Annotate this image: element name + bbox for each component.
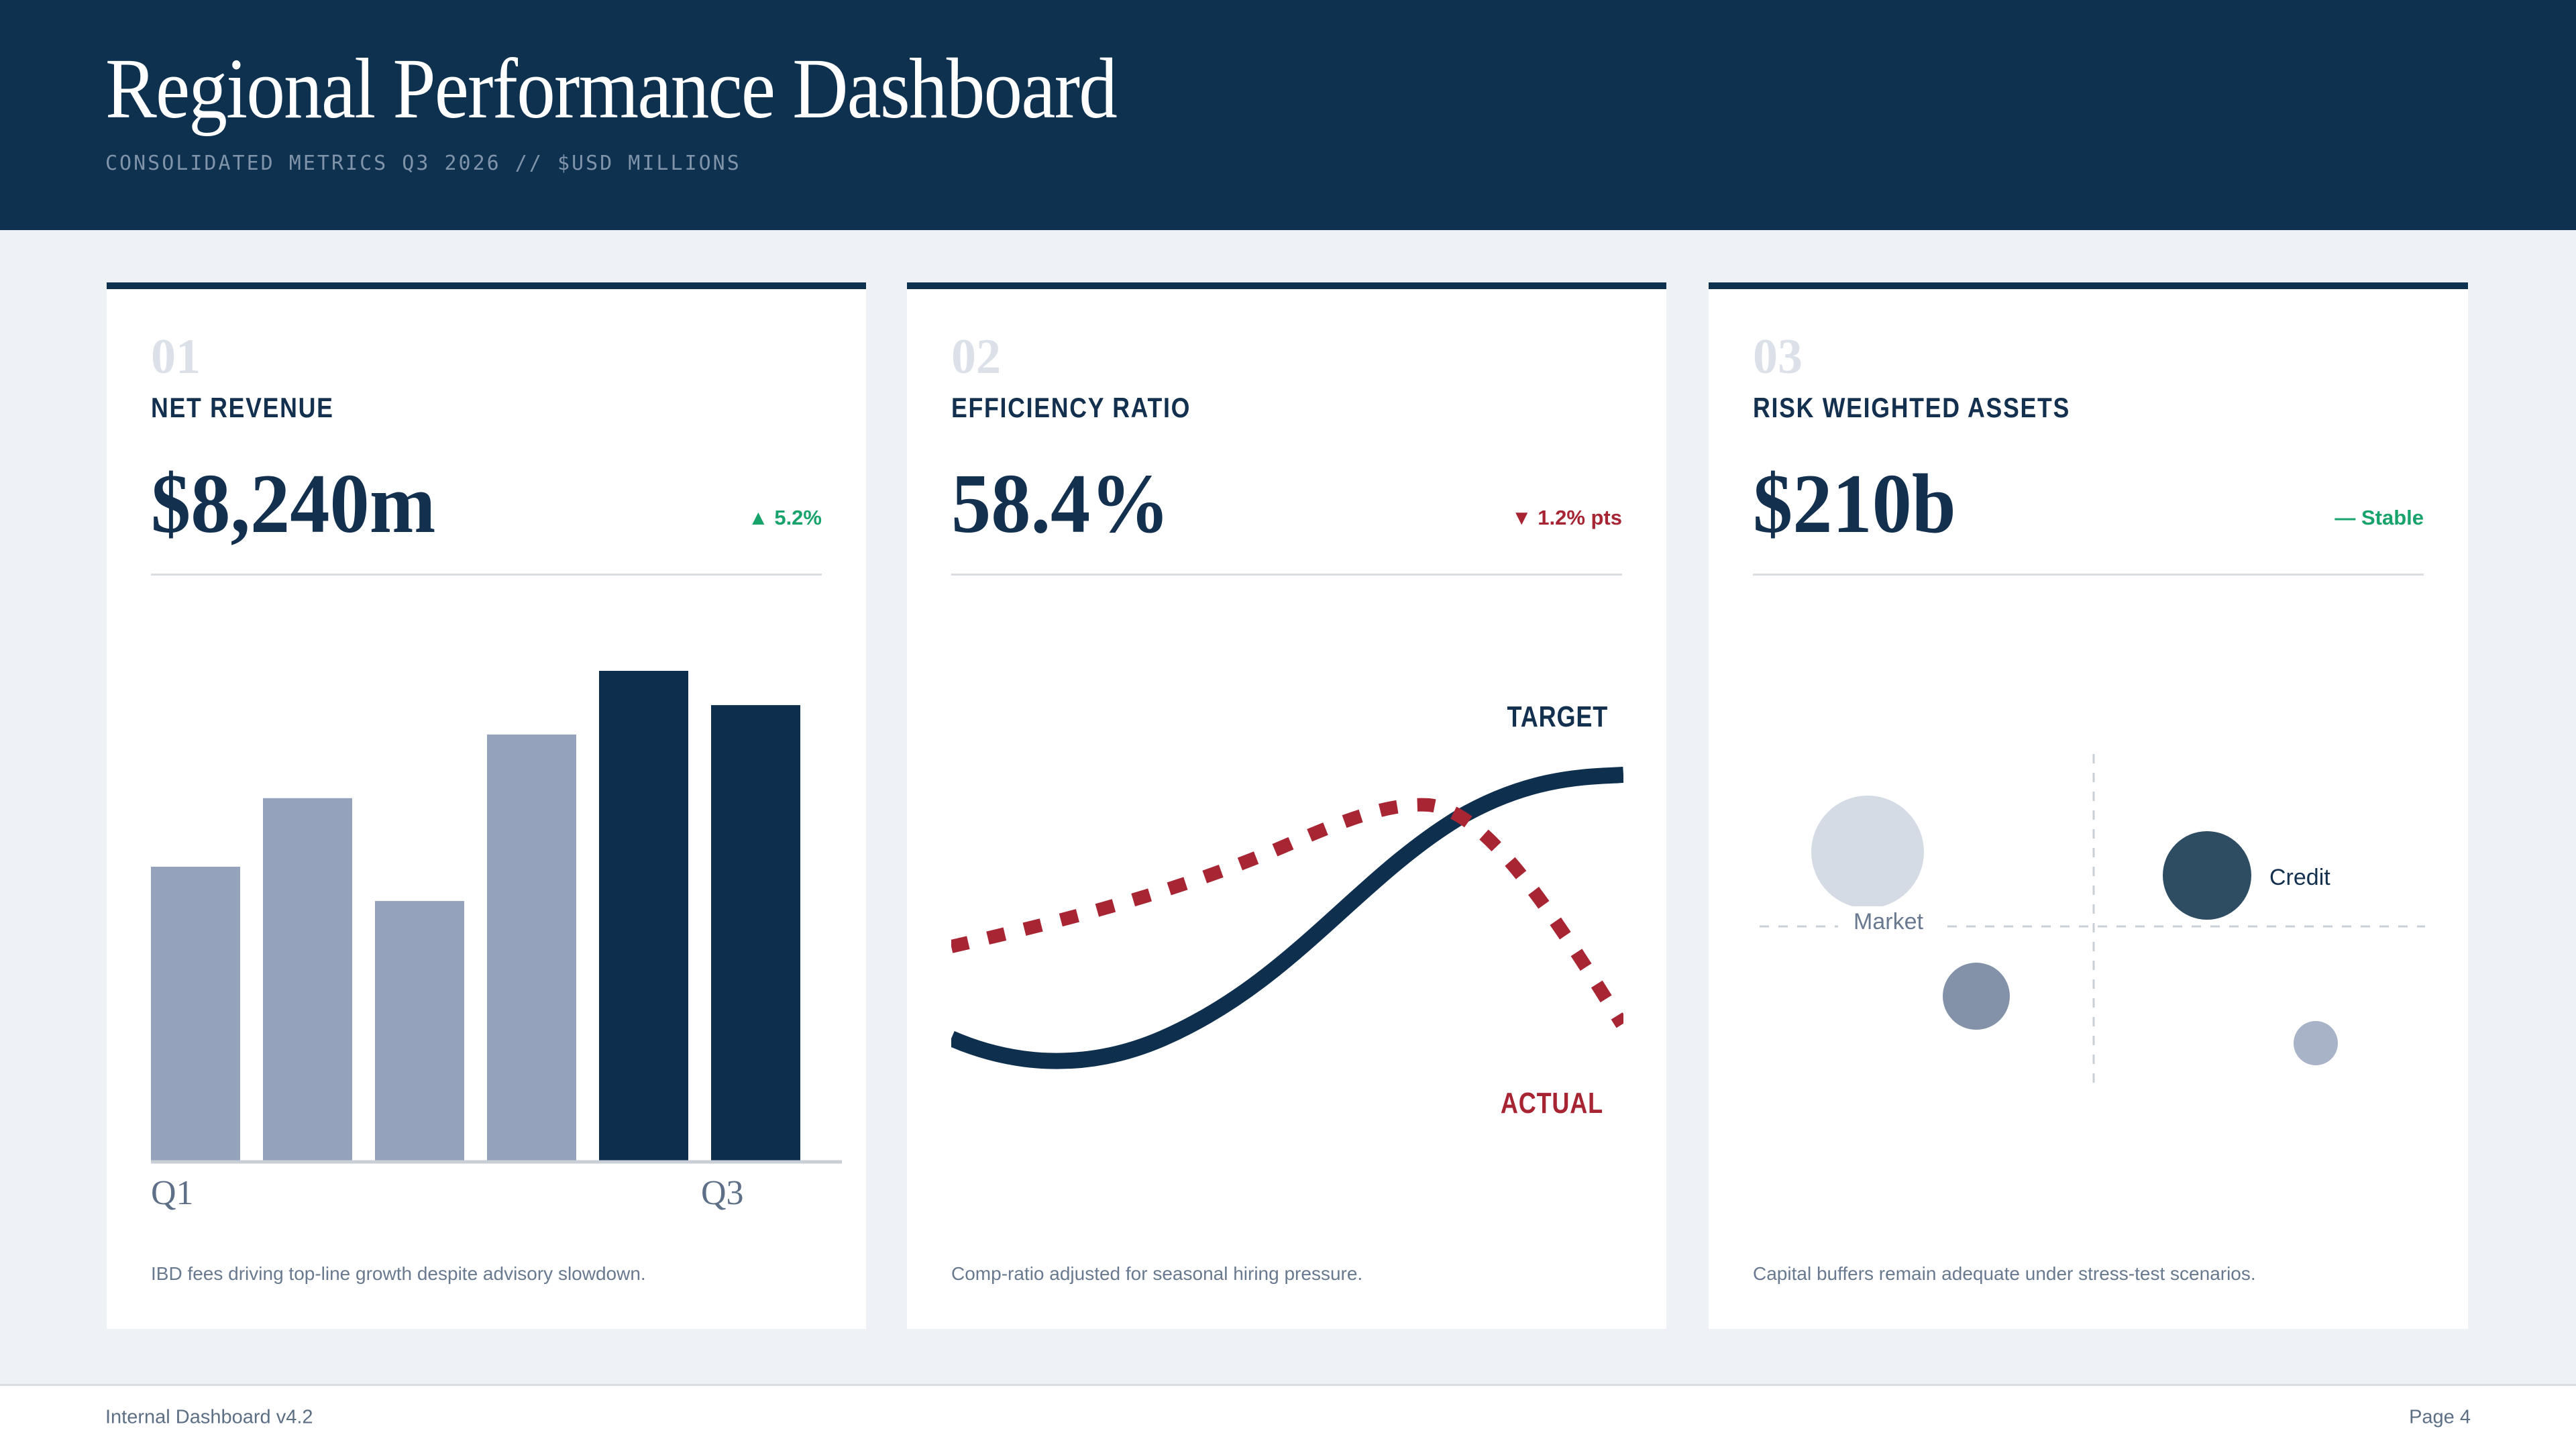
delta-text: Stable (2361, 506, 2424, 529)
kpi-card-risk-weighted-assets: 03 RISK WEIGHTED ASSETS $210b — Stable M… (1709, 282, 2468, 1329)
footer: Internal Dashboard v4.2 Page 4 (0, 1384, 2576, 1449)
delta-badge: ▼ 1.2% pts (1511, 505, 1622, 531)
legend-target: TARGET (1496, 702, 1617, 732)
net-revenue-bar-chart (151, 671, 842, 1164)
app-version-label: Internal Dashboard v4.2 (105, 1406, 313, 1428)
card-caption: Comp-ratio adjusted for seasonal hiring … (951, 1263, 1363, 1284)
page-number: Page 4 (2409, 1406, 2471, 1428)
card-number: 01 (151, 329, 201, 384)
card-number: 03 (1753, 329, 1803, 384)
rwa-bubble-chart (1760, 754, 2425, 1083)
header: Regional Performance Dashboard CONSOLIDA… (0, 0, 2576, 230)
metric-value: $8,240m (151, 458, 436, 551)
efficiency-line-chart (951, 767, 1623, 1069)
legend-actual: ACTUAL (1489, 1089, 1610, 1118)
delta-text: 5.2% (774, 506, 822, 529)
divider (151, 574, 822, 576)
metric-label: RISK WEIGHTED ASSETS (1753, 392, 2071, 423)
divider (1753, 574, 2424, 576)
metric-label: EFFICIENCY RATIO (951, 392, 1191, 423)
trend-up-icon: ▲ (748, 506, 769, 529)
metric-value: $210b (1753, 458, 1956, 551)
card-caption: Capital buffers remain adequate under st… (1753, 1263, 2256, 1284)
legend-actual-text: ACTUAL (1500, 1087, 1604, 1120)
x-axis-label-q1: Q1 (151, 1174, 194, 1212)
x-axis-label-q3: Q3 (701, 1174, 744, 1212)
bubble-label-credit: Credit (2269, 865, 2330, 890)
delta-text: 1.2% pts (1538, 506, 1622, 529)
stable-dash-icon: — (2334, 506, 2356, 529)
kpi-card-efficiency-ratio: 02 EFFICIENCY RATIO 58.4% ▼ 1.2% pts TAR… (907, 282, 1666, 1329)
bubble-label-market: Market (1838, 906, 1939, 937)
metric-label: NET REVENUE (151, 392, 334, 423)
delta-badge: — Stable (2334, 505, 2424, 531)
page-subtitle: CONSOLIDATED METRICS Q3 2026 // $USD MIL… (105, 152, 741, 175)
legend-target-text: TARGET (1507, 700, 1609, 733)
card-caption: IBD fees driving top-line growth despite… (151, 1263, 646, 1284)
delta-badge: ▲ 5.2% (748, 505, 822, 531)
page-title: Regional Performance Dashboard (105, 41, 1118, 136)
kpi-card-net-revenue: 01 NET REVENUE $8,240m ▲ 5.2% Q1 Q3 IBD … (107, 282, 866, 1329)
divider (951, 574, 1622, 576)
card-number: 02 (951, 329, 1001, 384)
trend-down-icon: ▼ (1511, 506, 1532, 529)
metric-value: 58.4% (951, 458, 1170, 551)
